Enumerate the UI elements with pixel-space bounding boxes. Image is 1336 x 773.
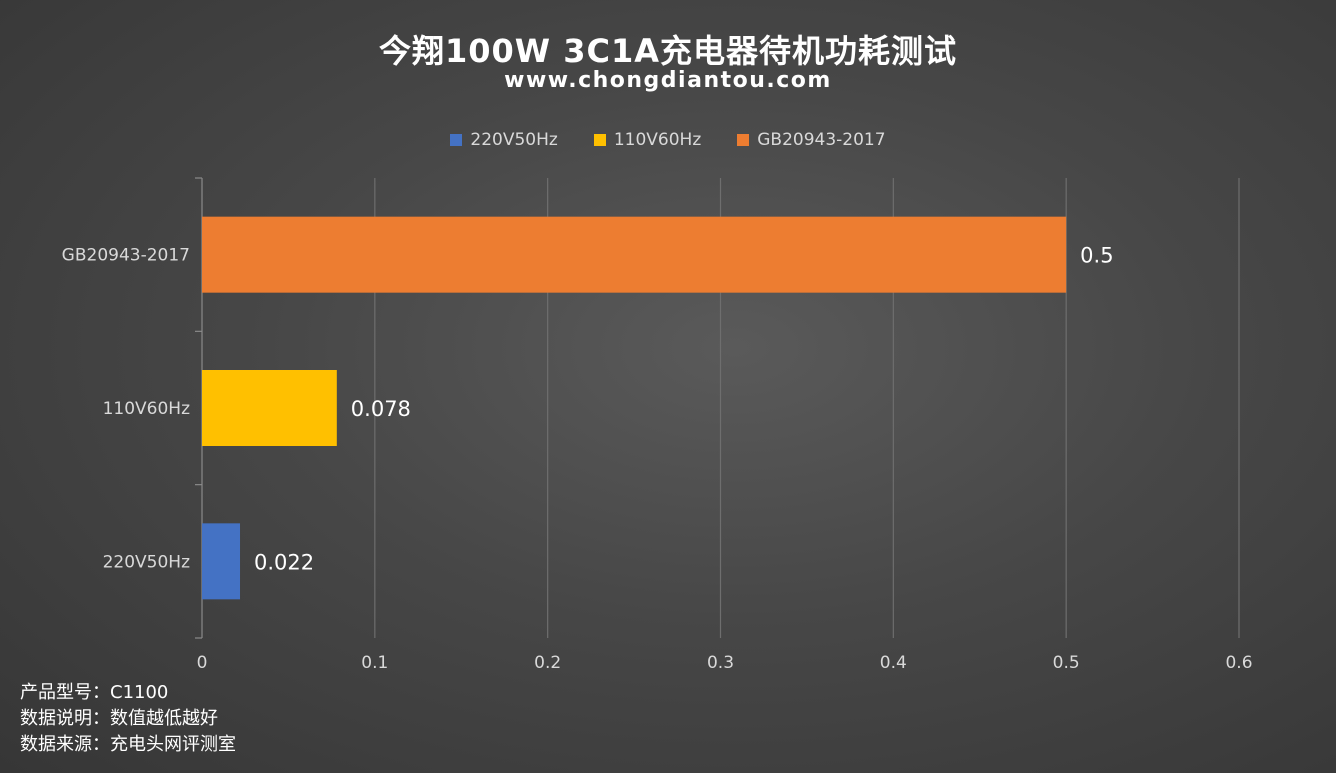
x-tick-label: 0.4 <box>880 653 907 673</box>
note-source: 数据来源：充电头网评测室 <box>20 734 236 755</box>
legend-swatch <box>450 134 463 146</box>
chart-legend: 220V50Hz 110V60Hz GB20943-2017 <box>0 130 1336 150</box>
category-label: 220V50Hz <box>103 552 190 572</box>
x-tick-label: 0.3 <box>707 653 734 673</box>
chart-subtitle: www.chongdiantou.com <box>504 68 832 93</box>
x-tick-label: 0 <box>197 653 208 673</box>
legend-swatch <box>737 134 750 146</box>
legend-label: GB20943-2017 <box>757 130 886 150</box>
bar <box>202 216 1067 293</box>
data-label: 0.5 <box>1080 244 1113 268</box>
category-label: GB20943-2017 <box>62 246 190 266</box>
note-model: 产品型号：C1100 <box>20 682 169 703</box>
legend-label: 110V60Hz <box>613 130 702 150</box>
x-tick-label: 0.1 <box>361 653 388 673</box>
bar <box>202 523 241 600</box>
note-explanation: 数据说明：数值越低越好 <box>20 708 218 729</box>
data-label: 0.078 <box>351 397 411 421</box>
chart-title: 今翔100W 3C1A充电器待机功耗测试 <box>378 32 958 70</box>
legend-label: 220V50Hz <box>470 130 558 150</box>
x-tick-label: 0.6 <box>1225 653 1252 673</box>
legend-item-110v60hz: 110V60Hz <box>593 130 702 150</box>
x-tick-label: 0.2 <box>534 653 561 673</box>
data-label: 0.022 <box>254 550 314 574</box>
legend-swatch <box>593 134 606 146</box>
legend-item-gb20943: GB20943-2017 <box>737 130 886 150</box>
footnotes: 产品型号：C1100 数据说明：数值越低越好 数据来源：充电头网评测室 <box>20 680 236 758</box>
x-tick-label: 0.5 <box>1053 653 1080 673</box>
legend-item-220v50hz: 220V50Hz <box>450 130 558 150</box>
category-label: 110V60Hz <box>103 399 190 419</box>
bar <box>202 370 337 446</box>
